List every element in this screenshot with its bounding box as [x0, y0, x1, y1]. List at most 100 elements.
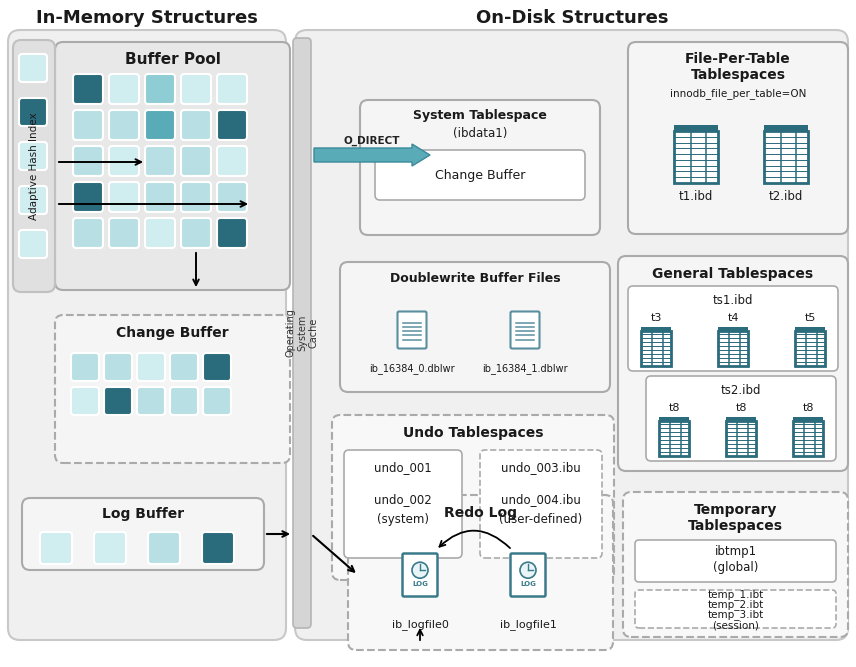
Text: t4: t4 — [728, 313, 739, 323]
FancyBboxPatch shape — [181, 182, 211, 212]
Bar — [795, 331, 825, 366]
Text: (global): (global) — [713, 562, 758, 574]
FancyBboxPatch shape — [203, 387, 231, 415]
FancyBboxPatch shape — [73, 146, 103, 176]
Bar — [641, 331, 671, 366]
Text: Tablespaces: Tablespaces — [688, 519, 783, 533]
FancyBboxPatch shape — [375, 150, 585, 200]
Bar — [726, 420, 756, 456]
FancyBboxPatch shape — [181, 146, 211, 176]
Text: Log Buffer: Log Buffer — [102, 507, 184, 521]
Text: t8: t8 — [735, 403, 746, 413]
FancyBboxPatch shape — [170, 387, 198, 415]
Text: undo_003.ibu: undo_003.ibu — [501, 462, 581, 474]
Bar — [674, 125, 718, 131]
Text: Redo Log: Redo Log — [444, 506, 517, 520]
FancyBboxPatch shape — [145, 218, 175, 248]
Text: ib_16384_1.dblwr: ib_16384_1.dblwr — [482, 364, 568, 374]
FancyBboxPatch shape — [340, 262, 610, 392]
FancyBboxPatch shape — [94, 532, 126, 564]
FancyBboxPatch shape — [510, 311, 539, 348]
FancyBboxPatch shape — [332, 415, 614, 580]
FancyBboxPatch shape — [510, 554, 545, 596]
Text: Tablespaces: Tablespaces — [691, 68, 786, 82]
FancyBboxPatch shape — [109, 146, 139, 176]
FancyBboxPatch shape — [217, 182, 247, 212]
FancyBboxPatch shape — [397, 311, 426, 348]
Text: Adaptive Hash Index: Adaptive Hash Index — [29, 112, 39, 220]
FancyBboxPatch shape — [618, 256, 848, 471]
FancyBboxPatch shape — [145, 146, 175, 176]
Text: ib_logfile1: ib_logfile1 — [500, 620, 556, 630]
Text: temp_2.ibt: temp_2.ibt — [707, 600, 764, 610]
FancyBboxPatch shape — [635, 540, 836, 582]
Bar — [764, 125, 808, 131]
Bar — [726, 417, 756, 420]
Text: Change Buffer: Change Buffer — [116, 326, 229, 340]
Bar — [795, 327, 825, 331]
Circle shape — [520, 562, 536, 578]
Bar — [718, 331, 748, 366]
FancyBboxPatch shape — [71, 353, 99, 381]
FancyBboxPatch shape — [217, 110, 247, 140]
FancyBboxPatch shape — [22, 498, 264, 570]
FancyBboxPatch shape — [348, 495, 613, 650]
FancyBboxPatch shape — [360, 100, 600, 235]
FancyBboxPatch shape — [71, 387, 99, 415]
FancyBboxPatch shape — [104, 387, 132, 415]
FancyBboxPatch shape — [145, 110, 175, 140]
Text: innodb_file_per_table=ON: innodb_file_per_table=ON — [669, 89, 806, 99]
FancyBboxPatch shape — [181, 74, 211, 104]
FancyBboxPatch shape — [217, 74, 247, 104]
Text: Buffer Pool: Buffer Pool — [125, 51, 221, 67]
FancyBboxPatch shape — [635, 590, 836, 628]
FancyBboxPatch shape — [40, 532, 72, 564]
Text: Undo Tablespaces: Undo Tablespaces — [403, 426, 544, 440]
FancyBboxPatch shape — [148, 532, 180, 564]
FancyBboxPatch shape — [623, 492, 848, 637]
FancyBboxPatch shape — [203, 353, 231, 381]
Text: t2.ibd: t2.ibd — [769, 191, 803, 203]
Text: O_DIRECT: O_DIRECT — [344, 136, 401, 146]
FancyBboxPatch shape — [628, 286, 838, 371]
Text: Change Buffer: Change Buffer — [435, 169, 526, 181]
Text: System Tablespace: System Tablespace — [413, 109, 547, 123]
FancyBboxPatch shape — [104, 353, 132, 381]
Text: ts1.ibd: ts1.ibd — [713, 295, 753, 307]
Bar — [793, 417, 823, 420]
Bar — [718, 327, 748, 331]
Text: Doublewrite Buffer Files: Doublewrite Buffer Files — [389, 271, 561, 285]
Text: ib_16384_0.dblwr: ib_16384_0.dblwr — [369, 364, 455, 374]
FancyBboxPatch shape — [170, 353, 198, 381]
Text: ib_logfile0: ib_logfile0 — [391, 620, 449, 630]
Bar — [659, 420, 689, 456]
Text: In-Memory Structures: In-Memory Structures — [36, 9, 258, 27]
FancyBboxPatch shape — [109, 218, 139, 248]
FancyBboxPatch shape — [19, 54, 47, 82]
FancyBboxPatch shape — [137, 353, 165, 381]
FancyBboxPatch shape — [217, 146, 247, 176]
FancyBboxPatch shape — [19, 230, 47, 258]
Text: LOG: LOG — [412, 581, 428, 587]
Bar — [641, 327, 671, 331]
FancyBboxPatch shape — [181, 110, 211, 140]
Text: t3: t3 — [651, 313, 662, 323]
Text: (user-defined): (user-defined) — [499, 514, 583, 526]
FancyBboxPatch shape — [628, 42, 848, 234]
FancyBboxPatch shape — [181, 218, 211, 248]
FancyBboxPatch shape — [8, 30, 286, 640]
FancyArrow shape — [314, 144, 430, 166]
FancyBboxPatch shape — [295, 30, 848, 640]
Text: undo_004.ibu: undo_004.ibu — [501, 494, 581, 506]
FancyBboxPatch shape — [19, 142, 47, 170]
Text: File-Per-Table: File-Per-Table — [685, 52, 791, 66]
FancyBboxPatch shape — [217, 218, 247, 248]
FancyBboxPatch shape — [344, 450, 462, 558]
FancyBboxPatch shape — [55, 42, 290, 290]
FancyBboxPatch shape — [202, 532, 234, 564]
Circle shape — [412, 562, 428, 578]
FancyBboxPatch shape — [55, 315, 290, 463]
FancyBboxPatch shape — [293, 38, 311, 628]
Bar — [659, 417, 689, 420]
Text: t5: t5 — [805, 313, 816, 323]
